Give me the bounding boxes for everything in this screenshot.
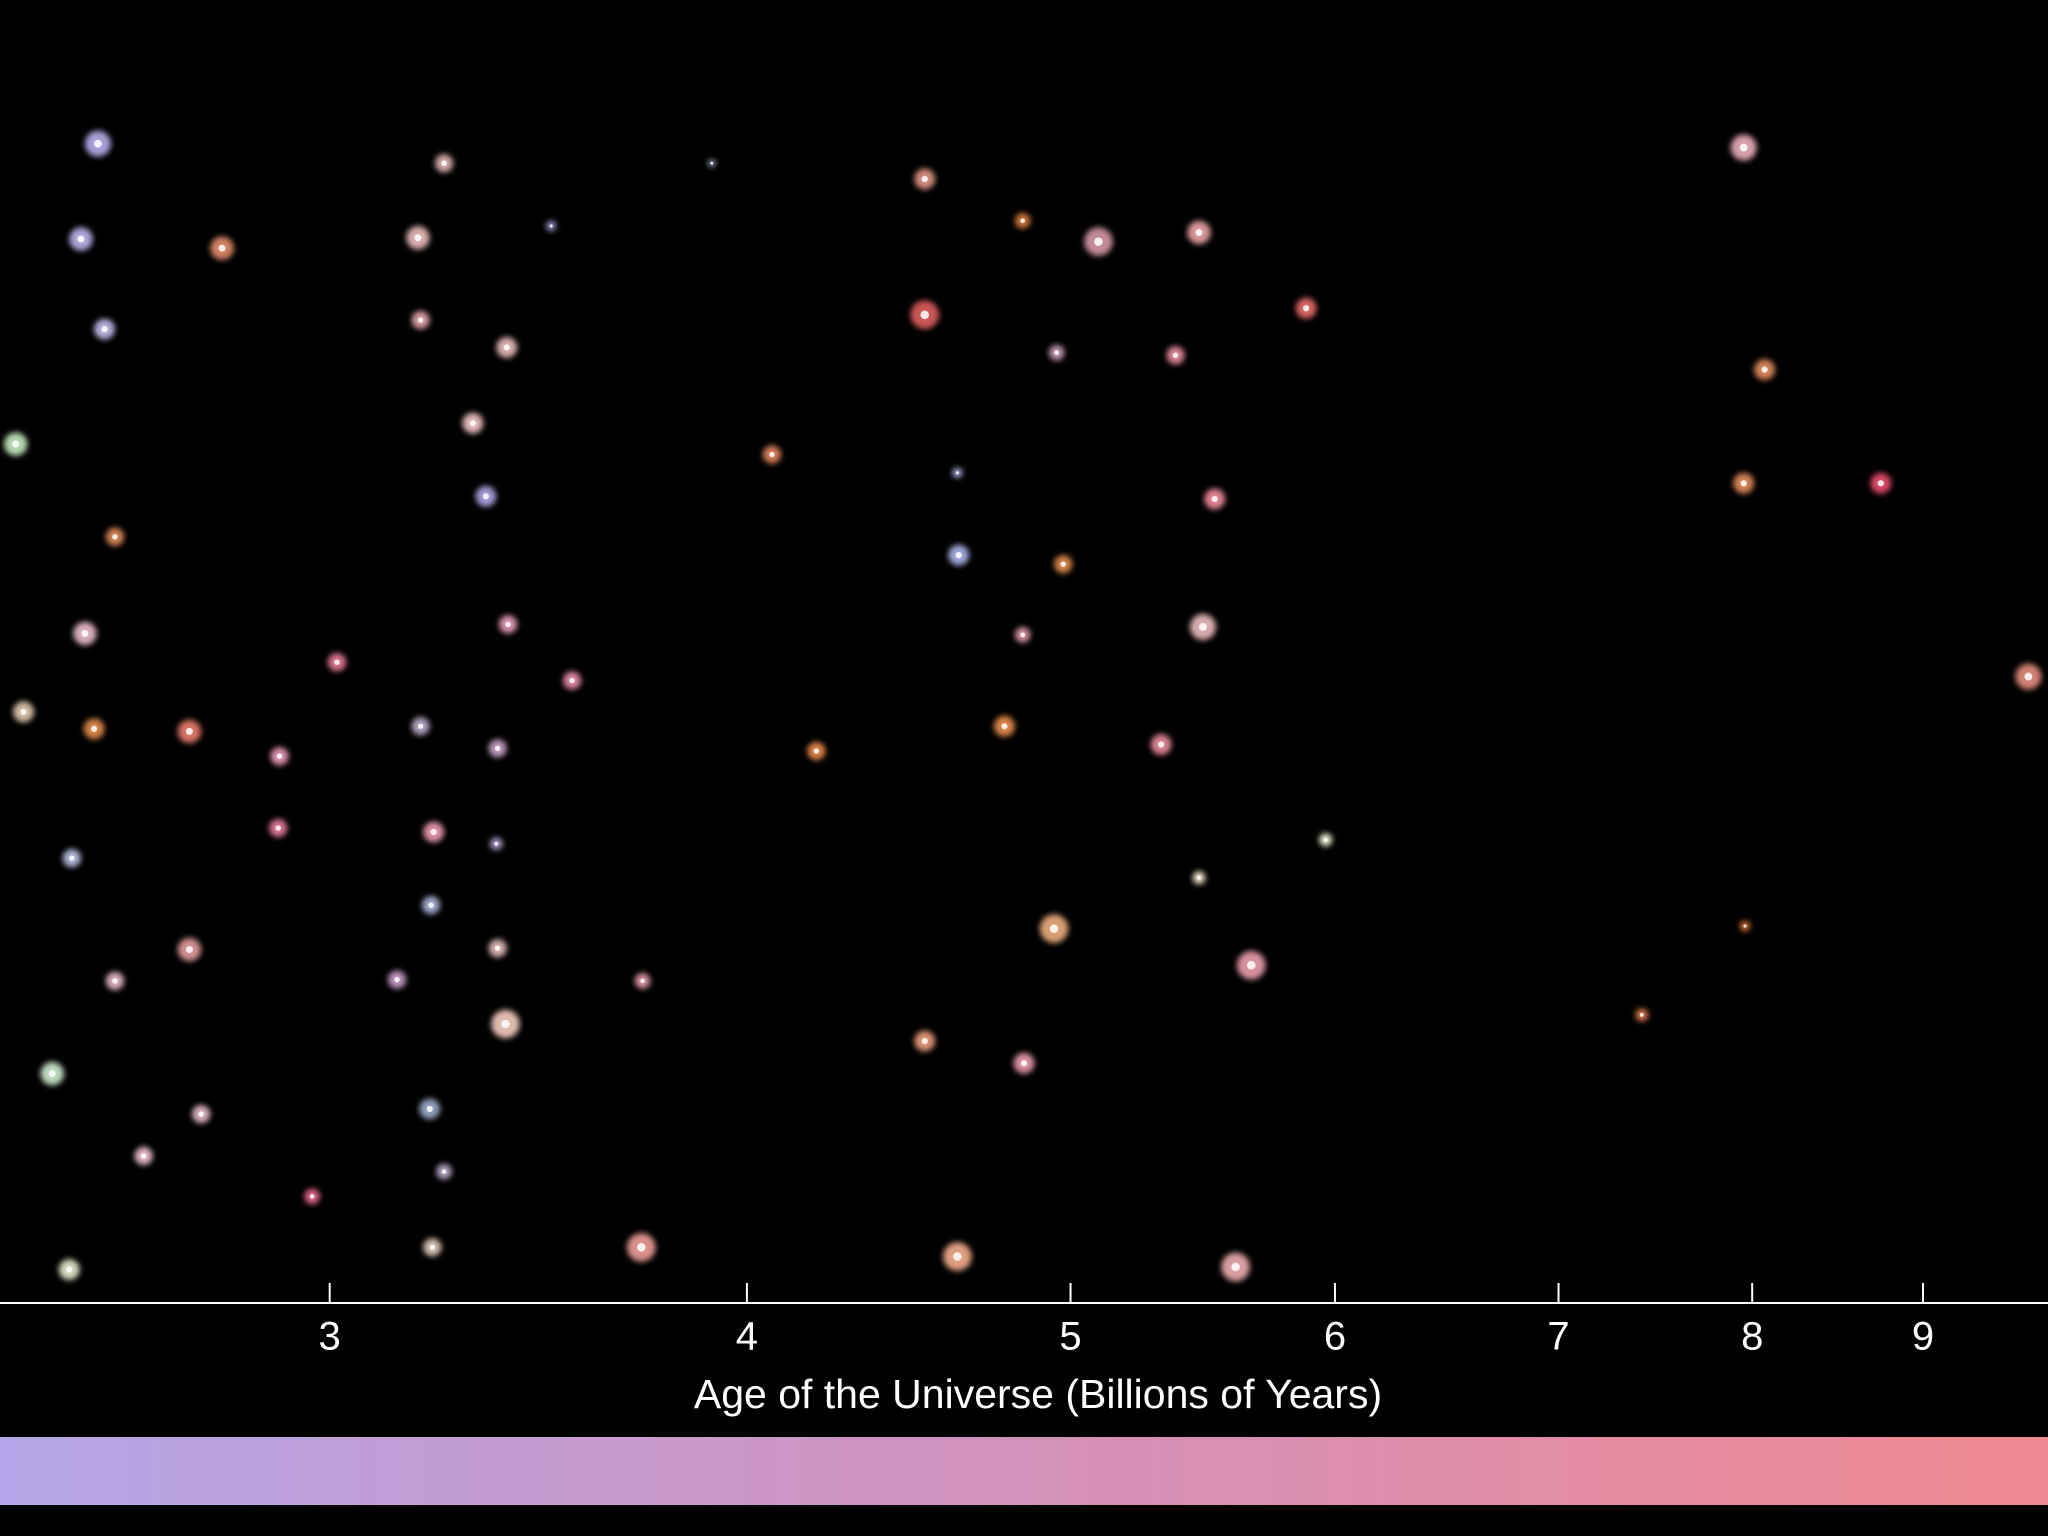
galaxy-core bbox=[81, 629, 89, 637]
galaxy-core bbox=[1302, 305, 1310, 312]
x-axis-label: Age of the Universe (Billions of Years) bbox=[694, 1371, 1382, 1417]
galaxy-core bbox=[20, 708, 27, 715]
galaxy-core bbox=[112, 978, 118, 984]
galaxy-core bbox=[417, 317, 424, 323]
galaxy-core bbox=[140, 1153, 147, 1159]
galaxy-core bbox=[430, 828, 437, 836]
galaxy-core bbox=[394, 976, 400, 983]
galaxy-core bbox=[921, 175, 928, 183]
galaxy-core bbox=[1172, 352, 1179, 359]
galaxy-core bbox=[640, 978, 645, 984]
galaxy-core bbox=[48, 1070, 56, 1078]
galaxy-core bbox=[2024, 672, 2033, 681]
x-tick-label: 5 bbox=[1059, 1315, 1081, 1359]
color-bar bbox=[0, 1437, 2048, 1505]
galaxy-core bbox=[636, 1243, 646, 1252]
galaxy-core bbox=[218, 244, 226, 252]
galaxy-core bbox=[1001, 723, 1008, 730]
galaxy-core bbox=[710, 161, 714, 165]
galaxy-core bbox=[569, 677, 575, 684]
galaxy-core bbox=[1197, 875, 1201, 880]
galaxy-core bbox=[90, 725, 98, 732]
galaxy-core bbox=[185, 727, 193, 735]
galaxy-core bbox=[482, 493, 490, 500]
galaxy-core bbox=[428, 902, 434, 908]
galaxy-core bbox=[66, 1266, 73, 1273]
x-tick-label: 7 bbox=[1547, 1315, 1569, 1359]
galaxy-core bbox=[494, 745, 501, 752]
galaxy-field bbox=[3, 130, 2042, 1282]
galaxy-core bbox=[1094, 237, 1103, 246]
galaxy-core bbox=[920, 310, 930, 320]
galaxy-core bbox=[955, 471, 959, 475]
x-tick-label: 3 bbox=[319, 1315, 341, 1359]
galaxy-core bbox=[1158, 741, 1165, 748]
galaxy-core bbox=[12, 440, 20, 448]
galaxy-core bbox=[94, 139, 102, 148]
galaxy-core bbox=[101, 326, 108, 333]
galaxy-core bbox=[494, 945, 501, 951]
x-tick-label: 6 bbox=[1324, 1315, 1346, 1359]
galaxy-core bbox=[549, 224, 553, 228]
galaxy-core bbox=[1231, 1262, 1240, 1272]
galaxy-core bbox=[955, 551, 962, 559]
galaxy-core bbox=[441, 160, 447, 167]
galaxy-core bbox=[1877, 480, 1884, 487]
galaxy-core bbox=[69, 855, 75, 861]
galaxy-core bbox=[275, 825, 281, 831]
x-tick-label: 8 bbox=[1741, 1315, 1763, 1359]
galaxy-core bbox=[198, 1111, 204, 1117]
galaxy-core bbox=[334, 659, 340, 665]
galaxy-core bbox=[429, 1244, 436, 1251]
galaxy-core bbox=[1323, 837, 1328, 842]
galaxy-core bbox=[1054, 350, 1060, 356]
galaxy-core bbox=[1020, 1060, 1028, 1067]
galaxy-core bbox=[426, 1105, 433, 1113]
galaxy-core bbox=[1743, 924, 1747, 928]
galaxy-core bbox=[953, 1252, 962, 1261]
galaxy-core bbox=[1761, 366, 1768, 373]
galaxy-core bbox=[469, 420, 476, 427]
galaxy-core bbox=[77, 235, 85, 243]
x-tick-label: 9 bbox=[1912, 1315, 1934, 1359]
galaxy-core bbox=[503, 344, 510, 351]
galaxy-core bbox=[501, 1019, 510, 1029]
galaxy-core bbox=[1740, 480, 1747, 487]
galaxy-core bbox=[1195, 228, 1203, 237]
galaxy-core bbox=[417, 723, 424, 729]
galaxy-core bbox=[505, 621, 511, 628]
galaxy-core bbox=[769, 451, 775, 458]
galaxy-core bbox=[309, 1194, 315, 1199]
galaxy-core bbox=[1199, 623, 1207, 631]
galaxy-core bbox=[921, 1037, 928, 1045]
x-tick-label: 4 bbox=[736, 1315, 758, 1359]
galaxy-core bbox=[1020, 218, 1026, 224]
galaxy-core bbox=[1211, 495, 1218, 503]
galaxy-core bbox=[441, 1169, 447, 1174]
galaxy-core bbox=[185, 946, 193, 954]
galaxy-core bbox=[112, 534, 118, 540]
galaxy-core bbox=[1049, 924, 1059, 933]
galaxy-core bbox=[494, 841, 499, 846]
galaxy-core bbox=[1739, 143, 1748, 152]
galaxy-core bbox=[1246, 960, 1256, 970]
galaxy-core bbox=[1020, 632, 1026, 638]
galaxy-core bbox=[813, 748, 820, 754]
galaxy-core bbox=[276, 753, 283, 759]
galaxy-core bbox=[414, 234, 422, 242]
galaxy-core bbox=[1060, 561, 1066, 567]
galaxy-core bbox=[1639, 1012, 1644, 1017]
